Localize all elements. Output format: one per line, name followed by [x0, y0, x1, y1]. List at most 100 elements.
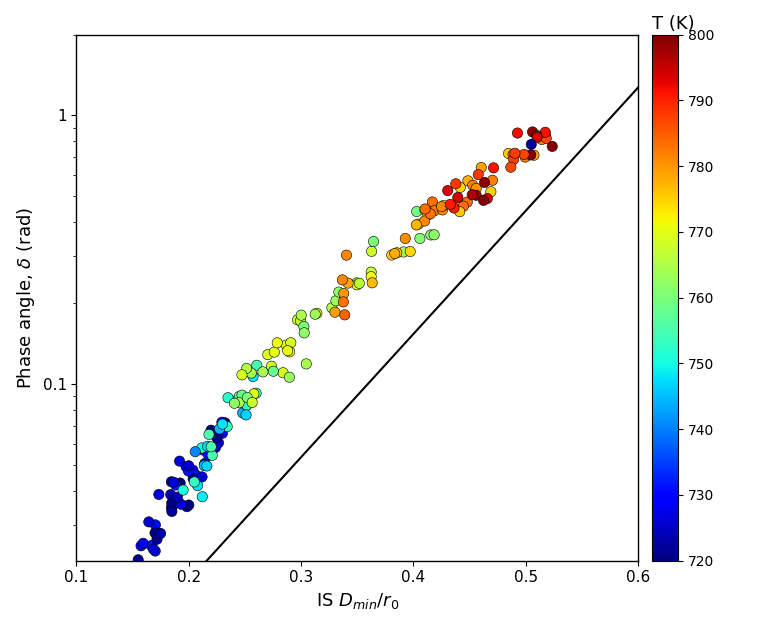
- Point: [366, 278, 379, 288]
- Point: [326, 303, 338, 313]
- Point: [333, 287, 345, 297]
- Point: [268, 347, 280, 357]
- Point: [165, 477, 177, 487]
- Point: [124, 569, 136, 579]
- Point: [539, 131, 551, 141]
- Point: [222, 393, 234, 403]
- Point: [135, 562, 147, 572]
- Point: [197, 445, 210, 455]
- Point: [206, 450, 218, 460]
- Point: [467, 180, 479, 190]
- Point: [298, 328, 310, 338]
- Point: [340, 250, 353, 260]
- Point: [280, 340, 293, 350]
- Point: [190, 470, 202, 480]
- Point: [329, 295, 342, 305]
- Point: [291, 315, 303, 325]
- Point: [450, 202, 462, 212]
- Point: [351, 280, 363, 290]
- Point: [205, 425, 217, 435]
- Point: [519, 152, 531, 162]
- Point: [241, 393, 253, 403]
- Point: [230, 395, 243, 405]
- Point: [411, 207, 423, 217]
- Point: [200, 460, 212, 470]
- Point: [183, 461, 195, 471]
- Point: [342, 278, 354, 288]
- Point: [240, 401, 253, 411]
- Point: [271, 338, 283, 348]
- Point: [138, 578, 151, 588]
- Point: [212, 438, 224, 448]
- Point: [180, 501, 193, 511]
- Point: [206, 443, 218, 453]
- Point: [285, 338, 297, 348]
- Point: [175, 500, 187, 510]
- Point: [187, 465, 199, 475]
- Point: [201, 441, 214, 451]
- Point: [183, 500, 195, 510]
- Point: [414, 233, 426, 244]
- Point: [151, 534, 163, 544]
- Point: [246, 398, 258, 408]
- Point: [196, 443, 208, 453]
- Point: [509, 148, 521, 158]
- Point: [425, 230, 437, 240]
- Point: [137, 565, 150, 575]
- Point: [435, 202, 448, 212]
- Point: [283, 372, 296, 382]
- Point: [233, 391, 246, 401]
- Point: [166, 501, 178, 511]
- Point: [262, 349, 274, 359]
- Point: [329, 307, 341, 317]
- Point: [210, 443, 222, 453]
- Point: [412, 219, 425, 229]
- Point: [283, 347, 296, 357]
- Point: [311, 308, 323, 318]
- Point: [198, 461, 210, 471]
- Point: [454, 182, 466, 192]
- Point: [470, 190, 482, 200]
- Point: [121, 588, 134, 598]
- Point: [277, 367, 290, 377]
- Point: [131, 567, 143, 577]
- Point: [240, 398, 253, 408]
- Point: [539, 127, 551, 137]
- Point: [505, 162, 517, 172]
- Point: [247, 372, 260, 382]
- Point: [166, 506, 178, 516]
- Point: [219, 418, 231, 428]
- Point: [228, 398, 240, 408]
- Point: [338, 289, 350, 299]
- Point: [295, 310, 307, 320]
- Point: [188, 477, 200, 487]
- Point: [531, 130, 543, 140]
- Point: [472, 170, 485, 180]
- Point: [488, 163, 500, 173]
- Point: [399, 233, 412, 244]
- Point: [250, 361, 263, 371]
- Point: [448, 203, 460, 213]
- Point: [205, 428, 217, 438]
- Point: [461, 197, 473, 207]
- Point: [282, 346, 294, 356]
- Point: [257, 367, 269, 377]
- Point: [126, 568, 138, 578]
- Point: [180, 462, 192, 472]
- Point: [438, 200, 450, 210]
- Point: [233, 398, 245, 408]
- Point: [200, 461, 213, 471]
- Point: [454, 207, 466, 217]
- Point: [174, 456, 186, 466]
- Point: [196, 492, 208, 502]
- Point: [216, 417, 228, 427]
- Point: [217, 419, 229, 429]
- Point: [170, 480, 182, 490]
- Point: [424, 209, 436, 219]
- Point: [540, 133, 552, 143]
- Point: [426, 197, 439, 207]
- Point: [365, 272, 377, 282]
- Point: [210, 432, 223, 442]
- Point: [367, 237, 379, 247]
- Point: [485, 187, 497, 197]
